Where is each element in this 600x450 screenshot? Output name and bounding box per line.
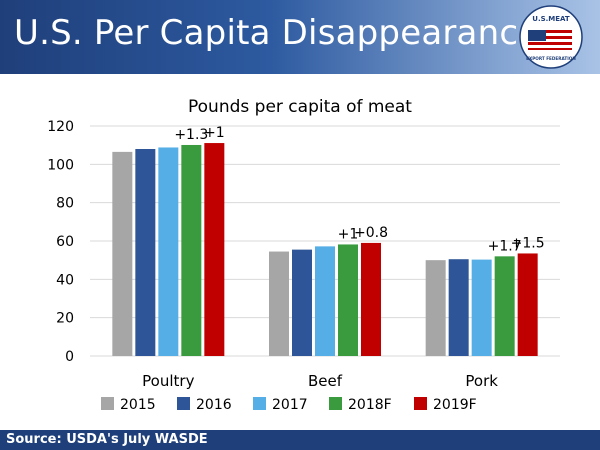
data-annotation: +0.8	[354, 225, 388, 241]
y-tick-label: 60	[56, 234, 74, 250]
header-banner: U.S. Per Capita Disappearance U.S.MEAT E…	[0, 0, 600, 74]
x-category-label: Beef	[308, 372, 343, 390]
legend-label: 2015	[120, 397, 156, 413]
legend-swatch	[414, 397, 427, 410]
bar-pork-2017	[471, 259, 492, 356]
data-annotation: +1	[338, 226, 359, 242]
bar-beef-2016	[292, 249, 312, 356]
usmef-flag-logo: U.S.MEAT EXPORT FEDERATION	[519, 5, 583, 69]
legend-label: 2017	[272, 397, 308, 413]
bar-chart: Pounds per capita of meat 0 20 40 60 80 100 12…	[47, 97, 560, 413]
bar-poultry-2015	[112, 151, 133, 356]
x-category-label: Pork	[465, 372, 498, 390]
y-tick-label: 40	[56, 272, 74, 288]
bar-poultry-2017	[158, 147, 179, 356]
bar-beef-2017	[315, 246, 335, 356]
legend-label: 2019F	[433, 397, 477, 413]
annotations: +1.3+1+1+0.8+1.7+1.5	[174, 125, 544, 254]
data-annotation: +1.3	[174, 127, 208, 143]
bar-pork-2018f	[494, 256, 515, 356]
legend-swatch	[101, 397, 114, 410]
data-annotation: +1.7	[488, 238, 522, 254]
bar-poultry-2016	[135, 149, 156, 356]
y-tick-label: 100	[47, 157, 74, 173]
data-annotation: +1.5	[511, 235, 545, 251]
y-tick-label: 120	[47, 119, 74, 135]
y-axis-ticks: 0 20 40 60 80 100 120	[47, 119, 74, 365]
legend-label: 2018F	[348, 397, 392, 413]
legend-swatch	[329, 397, 342, 410]
data-annotation: +1	[204, 125, 225, 141]
logo-text-bottom: EXPORT FEDERATION	[526, 56, 576, 61]
y-tick-label: 0	[65, 349, 74, 365]
bar-beef-2015	[269, 251, 289, 356]
bar-beef-2018f	[338, 244, 358, 356]
bar-poultry-2018f	[181, 144, 202, 356]
legend-label: 2016	[196, 397, 232, 413]
bar-beef-2019f	[361, 242, 381, 356]
logo-text-top: U.S.MEAT	[532, 15, 570, 23]
x-category-label: Poultry	[142, 372, 194, 390]
y-tick-label: 20	[56, 311, 74, 327]
x-axis-labels: Poultry Beef Pork	[142, 372, 498, 390]
page-title: U.S. Per Capita Disappearance	[14, 13, 540, 53]
y-tick-label: 80	[56, 196, 74, 212]
footer-bar: Source: USDA's July WASDE	[0, 430, 600, 450]
legend: 2015 2016 2017 2018F 2019F	[101, 397, 477, 413]
chart-title: Pounds per capita of meat	[188, 97, 412, 117]
bar-pork-2019f	[517, 253, 538, 356]
source-note: Source: USDA's July WASDE	[6, 432, 208, 447]
bar-pork-2015	[425, 260, 446, 356]
legend-swatch	[177, 397, 190, 410]
bars	[112, 143, 538, 356]
legend-swatch	[253, 397, 266, 410]
bar-pork-2016	[448, 259, 469, 356]
bar-poultry-2019f	[204, 143, 225, 356]
